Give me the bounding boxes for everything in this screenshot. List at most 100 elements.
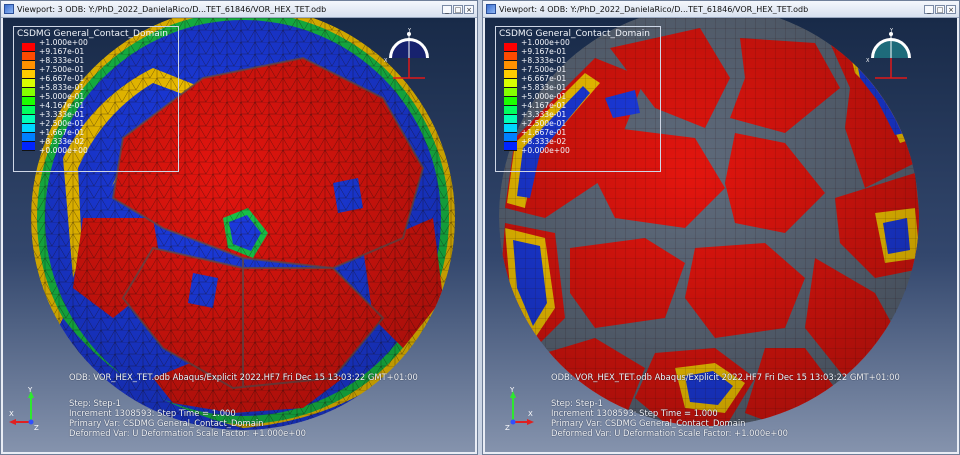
legend-value: +2.500e-01 [39,119,85,128]
legend-title: CSDMG General_Contact_Domain [499,29,650,39]
legend-swatch [504,133,517,142]
legend-labels: +1.000e+00 +9.167e-01 +8.333e-01 +7.500e… [521,38,570,155]
legend-labels: +1.000e+00 +9.167e-01 +8.333e-01 +7.500e… [39,38,88,155]
legend-swatch [504,79,517,88]
legend-title: CSDMG General_Contact_Domain [17,29,168,39]
legend-swatch [504,115,517,124]
legend-color-bar [22,43,35,151]
minimize-button[interactable]: _ [924,4,934,14]
view-orientation-icon: Y X [866,28,911,79]
legend-swatch [504,97,517,106]
contour-plot-sphere-tet [31,18,455,430]
viewport-title: Viewport: 3 ODB: Y:/PhD_2022_DanielaRico… [17,4,327,14]
axis-y-label: Y [509,386,515,394]
legend-swatch [22,124,35,133]
legend-swatch [22,79,35,88]
maximize-button[interactable]: □ [935,4,945,14]
legend-value: +0.000e+00 [521,146,570,155]
axis-triad-icon: Y X Z [505,386,534,432]
legend-swatch [504,88,517,97]
odb-info-line: ODB: VOR_HEX_TET.odb Abaqus/Explicit 202… [69,372,418,382]
contour-legend[interactable]: CSDMG General_Contact_Domain +1.000e+00 … [495,26,661,172]
legend-swatch [504,70,517,79]
svg-text:X: X [866,58,870,64]
minimize-button[interactable]: _ [442,4,452,14]
legend-swatch [22,43,35,52]
deformed-var-info: Deformed Var: U Deformation Scale Factor… [69,428,306,438]
legend-value: +9.167e-01 [521,47,567,56]
legend-swatch [22,61,35,70]
legend-swatch [22,106,35,115]
legend-value: +7.500e-01 [39,65,85,74]
legend-value: +4.167e-01 [521,101,567,110]
legend-swatch [22,133,35,142]
viewport-3[interactable]: Viewport: 3 ODB: Y:/PhD_2022_DanielaRico… [0,0,478,455]
step-info: Step: Step-1 [69,398,121,408]
legend-swatch [504,61,517,70]
odb-info-line: ODB: VOR_HEX_TET.odb Abaqus/Explicit 202… [551,372,900,382]
contour-legend[interactable]: CSDMG General_Contact_Domain +1.000e+00 … [13,26,179,172]
svg-text:X: X [384,58,388,64]
legend-value: +1.667e-01 [39,128,85,137]
primary-var-info: Primary Var: CSDMG General_Contact_Domai… [551,418,746,428]
legend-swatch [504,43,517,52]
step-info: Step: Step-1 [551,398,603,408]
axis-x-label: X [528,410,533,418]
viewport-icon [4,4,14,14]
viewport-4[interactable]: Viewport: 4 ODB: Y:/PhD_2022_DanielaRico… [482,0,960,455]
legend-value: +5.000e-01 [521,92,567,101]
legend-value: +8.333e-01 [39,56,85,65]
axis-x-label: X [9,410,14,418]
legend-value: +5.000e-01 [39,92,85,101]
viewport-canvas[interactable]: CSDMG General_Contact_Domain +1.000e+00 … [3,18,475,452]
view-orientation-icon: Y X [384,28,429,79]
legend-swatch [22,88,35,97]
legend-value: +3.333e-01 [39,110,85,119]
legend-swatch [504,52,517,61]
legend-value: +6.667e-01 [39,74,85,83]
viewport-icon [486,4,496,14]
viewport-canvas[interactable]: CSDMG General_Contact_Domain +1.000e+00 … [485,18,957,452]
legend-value: +3.333e-01 [521,110,567,119]
deformed-var-info: Deformed Var: U Deformation Scale Factor… [551,428,788,438]
svg-text:Y: Y [407,28,412,34]
contour-plot-sphere-hex [499,18,919,426]
viewport-title: Viewport: 4 ODB: Y:/PhD_2022_DanielaRico… [499,4,809,14]
legend-value: +5.833e-01 [521,83,567,92]
legend-value: +9.167e-01 [39,47,85,56]
primary-var-info: Primary Var: CSDMG General_Contact_Domai… [69,418,264,428]
legend-swatch [22,52,35,61]
legend-value: +2.500e-01 [521,119,567,128]
legend-value: +0.000e+00 [39,146,88,155]
legend-value: +1.000e+00 [521,38,570,47]
legend-swatch [22,142,35,151]
viewport-titlebar[interactable]: Viewport: 3 ODB: Y:/PhD_2022_DanielaRico… [1,1,477,18]
legend-swatch [22,115,35,124]
increment-info: Increment 1308593: Step Time = 1.000 [69,408,236,418]
legend-color-bar [504,43,517,151]
legend-value: +8.333e-01 [521,56,567,65]
axis-triad-icon: Y X Z [9,386,39,432]
legend-value: +1.667e-01 [521,128,567,137]
axis-y-label: Y [27,386,33,394]
close-button[interactable]: × [464,4,474,14]
legend-swatch [504,124,517,133]
axis-z-label: Z [34,424,39,432]
legend-value: +7.500e-01 [521,65,567,74]
close-button[interactable]: × [946,4,956,14]
legend-value: +4.167e-01 [39,101,85,110]
svg-text:Y: Y [889,28,894,34]
legend-swatch [22,97,35,106]
legend-swatch [22,70,35,79]
legend-value: +1.000e+00 [39,38,88,47]
increment-info: Increment 1308593: Step Time = 1.000 [551,408,718,418]
viewport-titlebar[interactable]: Viewport: 4 ODB: Y:/PhD_2022_DanielaRico… [483,1,959,18]
legend-value: +6.667e-01 [521,74,567,83]
legend-value: +5.833e-01 [39,83,85,92]
axis-z-label: Z [505,424,510,432]
legend-value: +8.333e-02 [39,137,85,146]
legend-swatch [504,142,517,151]
legend-swatch [504,106,517,115]
legend-value: +8.333e-02 [521,137,567,146]
maximize-button[interactable]: □ [453,4,463,14]
